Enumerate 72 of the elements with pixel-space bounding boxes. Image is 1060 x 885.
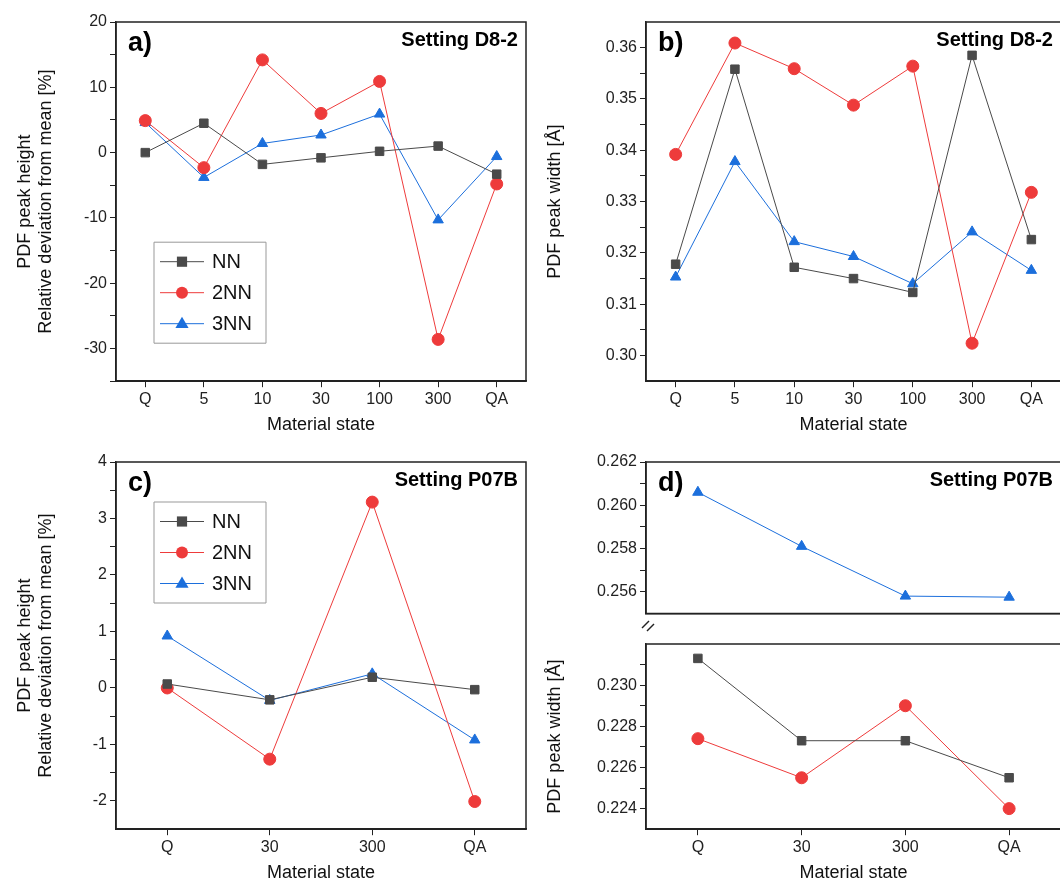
x-tick-label: 5 <box>730 389 740 407</box>
annotation: d) <box>658 466 684 497</box>
y-tick-label: 20 <box>89 12 108 30</box>
x-tick-label: 10 <box>785 389 804 407</box>
y-tick-label: 0.35 <box>605 89 638 107</box>
x-tick-label: 300 <box>424 389 452 407</box>
legend-label: NN <box>212 250 241 273</box>
y-tick-label: 0.36 <box>605 38 638 56</box>
y-tick-label: -30 <box>83 338 108 356</box>
chart-title: Setting P07B <box>394 467 518 490</box>
y-tick-label: -2 <box>92 791 108 809</box>
y-tick-label: 0.230 <box>596 675 638 693</box>
y-tick-label: 0.226 <box>596 757 638 775</box>
chart-title: Setting D8-2 <box>936 27 1053 50</box>
y-tick-label: 0 <box>98 143 108 161</box>
annotation: b) <box>658 26 684 57</box>
x-tick-label: 100 <box>899 389 927 407</box>
y-tick-label: 10 <box>89 77 108 95</box>
x-tick-label: 30 <box>844 389 863 407</box>
y-tick-label: 2 <box>98 565 108 583</box>
y-tick-label: -10 <box>83 208 108 226</box>
legend-label: 3NN <box>212 312 253 335</box>
y-tick-label: 3 <box>98 508 108 526</box>
x-tick-label: Q <box>669 389 682 407</box>
y-tick-label: 0 <box>98 678 108 696</box>
y-tick-label: 1 <box>98 621 108 639</box>
y-axis-title: PDF peak width [Å] <box>543 124 564 279</box>
y-tick-label: 0.32 <box>605 243 638 261</box>
y-tick-label: 0.258 <box>596 538 638 556</box>
x-tick-label: QA <box>1019 389 1044 407</box>
y-tick-label: 0.30 <box>605 345 638 363</box>
y-axis-title: PDF peak width [Å] <box>543 659 564 814</box>
x-tick-label: 5 <box>199 389 209 407</box>
x-tick-label: 300 <box>958 389 986 407</box>
y-axis-title: PDF peak height Relative deviation from mean [%] <box>13 69 56 334</box>
annotation: c) <box>128 466 153 497</box>
y-axis-title: PDF peak height Relative deviation from mean [%] <box>13 513 56 778</box>
chart-title: Setting D8-2 <box>401 27 518 50</box>
x-tick-label: 30 <box>312 389 330 407</box>
x-tick-label: 30 <box>792 837 811 855</box>
x-tick-label: QA <box>485 389 509 407</box>
y-tick-label: 0.260 <box>596 495 638 513</box>
x-axis-title: Material state <box>799 414 908 435</box>
x-tick-label: Q <box>161 837 174 855</box>
x-axis-title: Material state <box>266 862 376 883</box>
legend-label: 3NN <box>212 572 253 595</box>
x-tick-label: 100 <box>366 389 394 407</box>
y-tick-label: 0.224 <box>596 799 638 817</box>
x-tick-label: QA <box>463 837 487 855</box>
x-tick-label: Q <box>139 389 152 407</box>
y-tick-label: 0.33 <box>605 192 638 210</box>
legend-label: 2NN <box>212 541 253 564</box>
x-tick-label: 300 <box>358 837 386 855</box>
x-tick-label: QA <box>997 837 1022 855</box>
x-axis-title: Material state <box>266 414 376 435</box>
x-tick-label: 300 <box>892 837 919 855</box>
legend-label: 2NN <box>212 281 253 304</box>
y-tick-label: 0.34 <box>605 140 638 158</box>
y-tick-label: 0.31 <box>605 294 638 312</box>
x-tick-label: Q <box>691 837 705 855</box>
y-tick-label: 0.228 <box>596 716 638 734</box>
y-tick-label: 0.256 <box>596 582 638 600</box>
legend-label: NN <box>212 510 241 533</box>
y-tick-label: -20 <box>83 273 108 291</box>
y-tick-label: -1 <box>92 734 108 752</box>
x-axis-title: Material state <box>799 862 908 883</box>
y-tick-label: 0.262 <box>596 452 638 470</box>
x-tick-label: 30 <box>260 837 279 855</box>
x-tick-label: 10 <box>253 389 272 407</box>
annotation: a) <box>128 26 153 57</box>
y-tick-label: 4 <box>98 452 108 470</box>
chart-title: Setting P07B <box>929 467 1053 490</box>
